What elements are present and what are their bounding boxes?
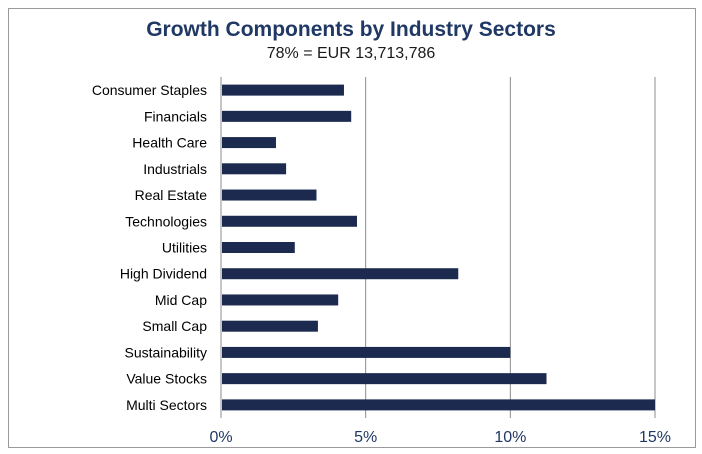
bar-value-stocks xyxy=(222,373,547,385)
category-label-technologies: Technologies xyxy=(125,213,207,229)
x-tick-label-15: 15% xyxy=(639,429,671,446)
category-label-sustainability: Sustainability xyxy=(125,344,208,360)
bar-utilities xyxy=(222,242,295,253)
bar-technologies xyxy=(222,215,357,227)
bar-consumer-staples xyxy=(222,84,344,96)
bar-small-cap xyxy=(222,320,318,332)
category-label-value-stocks: Value Stocks xyxy=(126,371,207,387)
bar-health-care xyxy=(222,137,276,149)
bar-multi-sectors xyxy=(222,399,655,411)
category-label-health-care: Health Care xyxy=(132,135,207,151)
category-label-real-estate: Real Estate xyxy=(135,187,208,203)
chart-title: Growth Components by Industry Sectors xyxy=(146,18,556,41)
category-label-financials: Financials xyxy=(144,108,207,124)
bar-industrials xyxy=(222,163,287,175)
bar-financials xyxy=(222,110,352,122)
bar-high-dividend xyxy=(222,268,459,280)
category-label-consumer-staples: Consumer Staples xyxy=(92,82,207,98)
x-tick-label-5: 5% xyxy=(354,429,377,446)
bar-mid-cap xyxy=(222,294,339,306)
category-label-high-dividend: High Dividend xyxy=(120,266,207,282)
category-label-utilities: Utilities xyxy=(162,240,207,256)
bar-sustainability xyxy=(222,346,511,358)
x-tick-label-0: 0% xyxy=(209,429,232,446)
category-label-mid-cap: Mid Cap xyxy=(155,292,207,308)
bar-real-estate xyxy=(222,189,317,201)
category-label-industrials: Industrials xyxy=(143,161,207,177)
category-label-small-cap: Small Cap xyxy=(142,318,207,334)
category-label-multi-sectors: Multi Sectors xyxy=(126,397,207,413)
x-tick-label-10: 10% xyxy=(494,429,526,446)
chart-subtitle: 78% = EUR 13,713,786 xyxy=(266,45,436,62)
